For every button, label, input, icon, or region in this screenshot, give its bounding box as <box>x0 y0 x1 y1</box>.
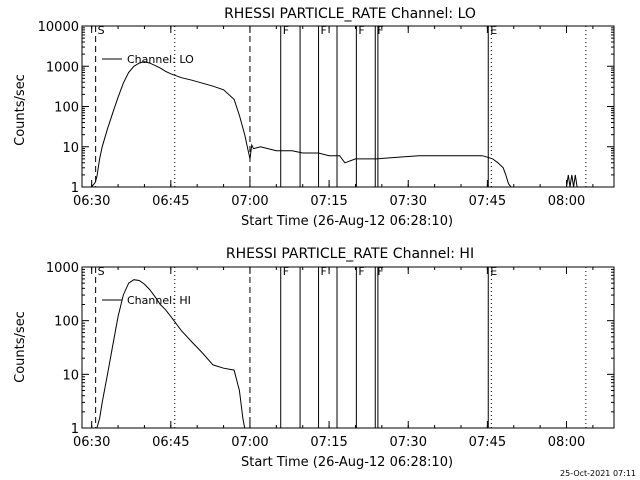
x-tick-label: 06:30 <box>73 435 110 450</box>
y-tick-label: 1000 <box>46 261 79 276</box>
x-tick-label: 07:00 <box>231 194 268 209</box>
event-marker-label: E <box>490 24 497 37</box>
chart-title: RHESSI PARTICLE_RATE Channel: HI <box>226 246 474 262</box>
x-tick-label: 07:30 <box>390 194 427 209</box>
footer-timestamp: 25-Oct-2021 07:11 <box>560 469 636 478</box>
x-tick-label: 07:30 <box>390 435 427 450</box>
x-tick-label: 08:00 <box>548 194 585 209</box>
event-marker-label: F <box>358 265 364 278</box>
x-tick-label: 06:45 <box>152 435 189 450</box>
event-marker-label: F <box>358 24 364 37</box>
event-marker-label: S <box>98 265 105 278</box>
x-tick-label: 07:45 <box>469 435 506 450</box>
x-axis-label: Start Time (26-Aug-12 06:28:10) <box>241 214 453 229</box>
y-tick-label: 100 <box>54 101 79 116</box>
y-tick-label: 10000 <box>38 20 79 35</box>
y-axis-label: Counts/sec <box>13 311 28 383</box>
event-marker-label: F <box>377 265 383 278</box>
event-marker-label: F <box>377 24 383 37</box>
plot-area: 1 10 100 1000 06:30 06:45 07:00 07:15 07:30 07:45… <box>46 261 615 450</box>
event-marker-label: E <box>490 265 497 278</box>
y-axis-label: Counts/sec <box>13 74 28 146</box>
plot-lo: RHESSI PARTICLE_RATE Channel: LO Counts/… <box>13 6 615 229</box>
x-tick-label: 06:45 <box>152 194 189 209</box>
plot-frame <box>81 266 615 429</box>
plot-frame <box>81 25 615 188</box>
y-tick-label: 1 <box>71 422 79 437</box>
event-marker-label: F <box>321 24 327 37</box>
chart-title: RHESSI PARTICLE_RATE Channel: LO <box>224 6 476 22</box>
x-tick-label: 08:00 <box>548 435 585 450</box>
plot-area: 1 10 100 1000 10000 06:30 06:45 07:00 07:15 07:30… <box>38 20 615 209</box>
series-line <box>566 174 578 188</box>
x-tick-label: 06:30 <box>73 194 110 209</box>
plot-hi: RHESSI PARTICLE_RATE Channel: HI Counts/… <box>13 246 615 470</box>
legend-label: Channel: HI <box>127 294 191 307</box>
y-tick-label: 1 <box>71 181 79 196</box>
series-line <box>91 61 512 188</box>
x-tick-label: 07:15 <box>310 435 347 450</box>
x-tick-label: 07:45 <box>469 194 506 209</box>
y-tick-label: 1000 <box>46 60 79 75</box>
x-tick-label: 07:15 <box>310 194 347 209</box>
event-marker-label: S <box>98 24 105 37</box>
x-axis-label: Start Time (26-Aug-12 06:28:10) <box>241 455 453 470</box>
event-marker-label: F <box>321 265 327 278</box>
series-line <box>96 279 246 429</box>
x-tick-label: 07:00 <box>231 435 268 450</box>
y-tick-label: 10 <box>62 141 79 156</box>
y-tick-label: 10 <box>62 368 79 383</box>
legend-label: Channel: LO <box>127 53 194 66</box>
event-marker-label: F <box>283 24 289 37</box>
event-marker-label: F <box>283 265 289 278</box>
y-tick-label: 100 <box>54 315 79 330</box>
